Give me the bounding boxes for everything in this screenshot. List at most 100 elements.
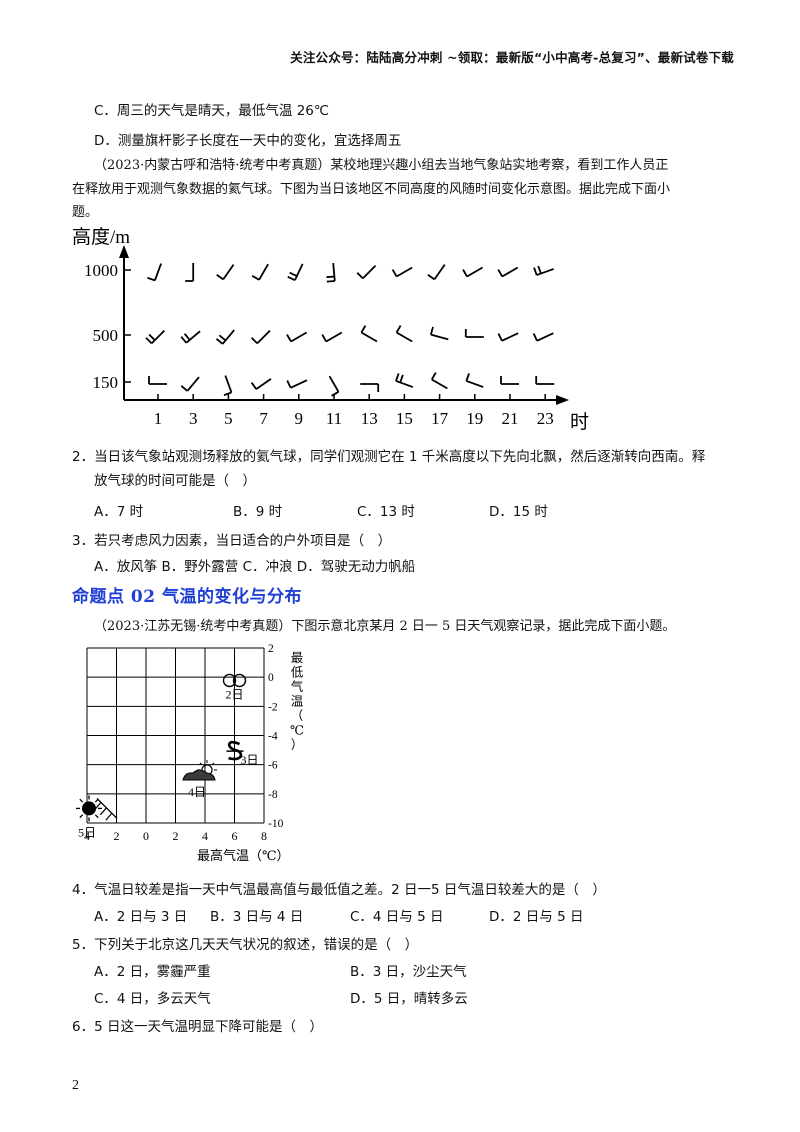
q3-options: A．放风筝 B．野外露营 C．冲浪 D．驾驶无动力帆船 [94, 559, 416, 575]
wind-barb [395, 325, 413, 343]
wind-barb [395, 373, 414, 388]
temp-ytick-label: -10 [268, 818, 284, 830]
temp-ytick-label: -8 [268, 789, 278, 801]
q6-stem: 6．5 日这一天气温明显下降可能是（ ） [72, 1019, 323, 1035]
point-label: 2日 [225, 687, 243, 701]
svg-text:（: （ [291, 709, 304, 723]
temp-xtick-label: 6 [232, 829, 238, 843]
wind-barb [185, 263, 195, 282]
wind-ytick-label: 500 [93, 326, 119, 345]
wind-xtick-label: 9 [295, 409, 304, 428]
q5-stem: 5．下列关于北京这几天天气状况的叙述，错误的是（ ） [72, 937, 419, 953]
intro1-line1: （2023·内蒙古呼和浩特·统考中考真题）某校地理兴趣小组去当地气象站实地考察，… [94, 158, 669, 173]
sunny-icon [76, 795, 118, 822]
q4-option-a: A．2 日与 3 日 [94, 909, 188, 925]
prev-option-c: C．周三的天气是晴天，最低气温 26℃ [94, 103, 330, 119]
sandstorm-icon [226, 740, 244, 761]
intro1-line3: 题。 [72, 205, 99, 220]
point-label: 5日 [78, 825, 96, 839]
wind-barb [145, 329, 166, 345]
wind-xtick-label: 23 [537, 409, 554, 428]
wind-barb [215, 329, 235, 345]
wind-chart-axes [119, 245, 569, 405]
svg-text:）: ） [291, 738, 304, 752]
wind-barb [251, 263, 269, 281]
wind-barb [497, 332, 519, 342]
q3-stem: 3．若只考虑风力因素，当日适合的户外项目是（ ） [72, 533, 392, 549]
q2-stem-line1: 2．当日该气象站观测场释放的氦气球，同学们观测它在 1 千米高度以下先向北飘，然… [72, 449, 706, 465]
temp-xtick-label: 2 [114, 829, 120, 843]
wind-barb [148, 376, 167, 385]
q5-option-b: B．3 日，沙尘天气 [350, 964, 467, 980]
q4-stem: 4．气温日较差是指一天中气温最高值与最低值之差。2 日一5 日气温日较差大的是（… [72, 882, 606, 898]
intro2-line1: （2023·江苏无锡·统考中考真题）下图示意北京某月 2 日一 5 日天气观察记… [94, 619, 676, 634]
wind-barb [430, 326, 449, 341]
q2-stem-line2: 放气球的时间可能是（ ） [94, 473, 256, 489]
wind-barb [321, 331, 343, 343]
temp-ylabel: 最低气温（℃） [290, 651, 304, 752]
q5-option-c: C．4 日，多云天气 [94, 991, 211, 1007]
wind-barb [180, 330, 201, 344]
intro1-line2: 在释放用于观测气象数据的氦气球。下图为当日该地区不同高度的风随时间变化示意图。据… [72, 182, 671, 197]
q4-option-c: C．4 日与 5 日 [350, 909, 444, 925]
temp-xtick-label: 4 [202, 829, 208, 843]
wind-ytick-label: 150 [93, 373, 119, 392]
temp-xtick-label: 0 [143, 829, 149, 843]
temp-ytick-label: -4 [268, 731, 278, 743]
wind-barb [427, 264, 446, 281]
wind-barb [497, 266, 519, 278]
svg-text:温: 温 [291, 695, 304, 709]
wind-barb [465, 373, 484, 388]
wind-xtick-label: 7 [259, 409, 268, 428]
wind-barb [464, 329, 484, 338]
wind-barb [326, 262, 336, 283]
wind-barb [360, 383, 380, 392]
q4-option-b: B．3 日与 4 日 [210, 909, 304, 925]
point-label: 4日 [188, 785, 206, 799]
temperature-chart: 2 0 -2 -4 -6 -8 -10 4 2 0 2 4 6 8 2日 3日 4日 5日 最高气温（℃） 最… [76, 643, 304, 863]
cloudy-icon [182, 759, 217, 781]
wind-xtick-label: 13 [361, 409, 378, 428]
temp-ytick-label: -6 [268, 760, 278, 772]
wind-barb [147, 263, 162, 282]
wind-barb [360, 325, 378, 343]
temp-xtick-label: 2 [173, 829, 179, 843]
wind-barb [286, 331, 308, 343]
wind-barb [250, 329, 271, 345]
q2-option-b: B．9 时 [233, 504, 283, 520]
page-number: 2 [72, 1078, 79, 1093]
temp-xlabel: 最高气温（℃） [197, 848, 290, 863]
wind-xtick-label: 1 [154, 409, 163, 428]
q5-option-a: A．2 日，雾霾严重 [94, 964, 211, 980]
q2-option-d: D．15 时 [489, 504, 548, 520]
wind-barb [250, 378, 272, 390]
wind-xtick-label: 15 [396, 409, 413, 428]
wind-barb [356, 264, 377, 280]
svg-text:低: 低 [291, 666, 304, 680]
wind-xtick-label: 19 [466, 409, 483, 428]
wind-barb [391, 266, 413, 278]
page-header: 关注公众号：陆陆高分冲刺 ~领取：最新版“小中高考-总复习”、最新试卷下载 [290, 50, 734, 65]
haze-icon [222, 673, 247, 688]
svg-text:℃: ℃ [290, 724, 304, 738]
wind-barb [500, 376, 519, 385]
temp-ytick-label: -2 [268, 701, 278, 713]
wind-ytick-label: 1000 [84, 261, 118, 280]
q2-option-a: A．7 时 [94, 504, 144, 520]
wind-xtick-label: 17 [431, 409, 449, 428]
wind-xtick-label: 3 [189, 409, 198, 428]
section-title: 命题点 02 气温的变化与分布 [72, 587, 302, 607]
wind-xlabel: 时 [570, 411, 589, 430]
wind-barb [180, 376, 200, 392]
temp-xtick-label: 4 [84, 829, 90, 843]
wind-barb [532, 332, 554, 342]
temp-ytick-label: 0 [268, 672, 274, 684]
wind-ylabel: 高度/m [72, 226, 130, 248]
svg-text:气: 气 [291, 679, 304, 694]
wind-barb [216, 264, 235, 281]
wind-xtick-label: 11 [326, 409, 342, 428]
wind-barb [287, 263, 304, 281]
q2-option-c: C．13 时 [357, 504, 415, 520]
wind-barb [431, 372, 448, 390]
